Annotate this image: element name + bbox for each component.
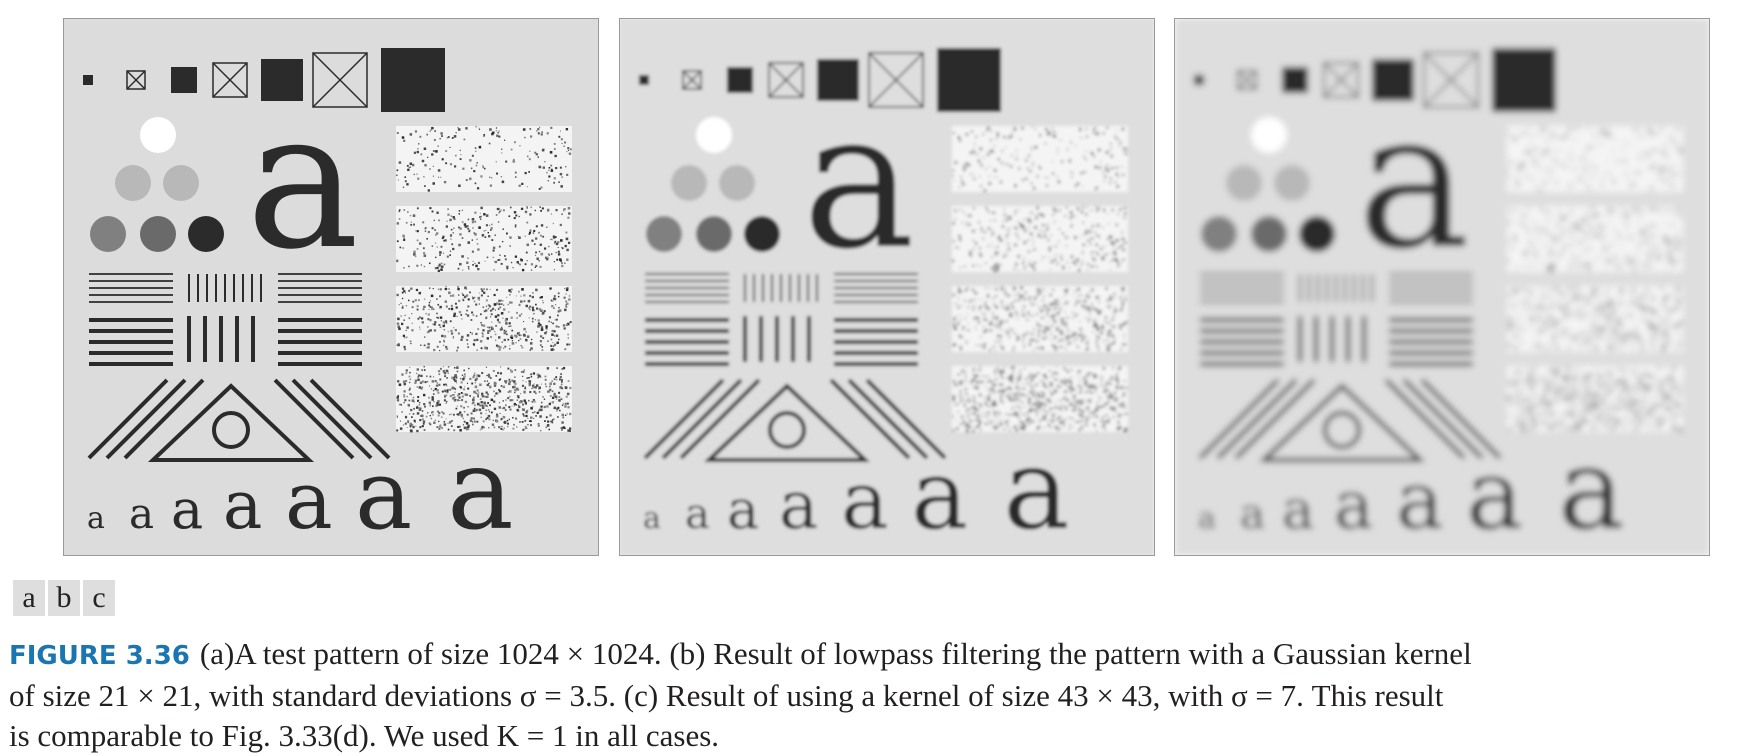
small-letter: a	[841, 454, 889, 547]
noise-rect	[1507, 206, 1683, 272]
black-circle	[1299, 216, 1335, 252]
solid-square	[727, 67, 753, 93]
mid-gray-circle	[90, 216, 126, 252]
figure-caption: FIGURE 3.36 (a)A test pattern of size 102…	[9, 634, 1754, 756]
light-gray-circle	[671, 165, 707, 201]
small-letter: a	[1003, 425, 1070, 555]
caption-line-1: FIGURE 3.36 (a)A test pattern of size 102…	[9, 634, 1754, 676]
small-letter: a	[685, 489, 710, 538]
solid-square	[1194, 75, 1204, 85]
small-letter: a	[1396, 454, 1444, 547]
subfigure-label-a: a	[13, 580, 45, 616]
caption-line-2: of size 21 × 21, with standard deviation…	[9, 676, 1754, 716]
small-letter: a	[1334, 467, 1373, 544]
small-letter: a	[1240, 489, 1265, 538]
figure-number: FIGURE 3.36	[9, 641, 190, 671]
small-letter: a	[355, 439, 412, 551]
small-letter: a	[171, 478, 203, 541]
caption-text-1: (a)A test pattern of size 1024 × 1024. (…	[200, 636, 1472, 671]
small-letter: a	[727, 478, 759, 541]
subfigure-label-b: b	[48, 580, 80, 616]
small-letter: a	[779, 467, 818, 544]
solid-square	[381, 48, 445, 112]
subfigure-labels: a b c	[13, 580, 115, 616]
noise-rect	[396, 206, 572, 272]
large-letter: a	[1357, 70, 1470, 291]
solid-square	[1492, 48, 1556, 112]
solid-square	[1282, 67, 1308, 93]
small-letter: a	[223, 467, 262, 544]
mid-gray-circle	[646, 216, 682, 252]
black-circle	[744, 216, 780, 252]
large-letter: a	[246, 70, 359, 291]
white-circle	[1251, 117, 1287, 153]
solid-square	[171, 67, 197, 93]
dark-gray-circle	[696, 216, 732, 252]
solid-square	[83, 75, 93, 85]
light-gray-circle	[163, 165, 199, 201]
small-letter: a	[447, 425, 514, 555]
small-letter: a	[87, 501, 105, 536]
solid-square	[639, 75, 649, 85]
small-letter: a	[1198, 501, 1216, 536]
subfigure-label-c: c	[83, 580, 115, 616]
caption-line-3: is comparable to Fig. 3.33(d). We used K…	[9, 716, 1754, 756]
large-letter: a	[802, 70, 915, 291]
small-letter: a	[1282, 478, 1314, 541]
white-circle	[696, 117, 732, 153]
light-gray-circle	[1226, 165, 1262, 201]
light-gray-circle	[115, 165, 151, 201]
small-letter: a	[1558, 425, 1625, 555]
small-letter: a	[1466, 439, 1523, 551]
white-circle	[140, 117, 176, 153]
solid-square	[937, 48, 1001, 112]
noise-rect	[952, 206, 1128, 272]
dark-gray-circle	[1251, 216, 1287, 252]
small-letter: a	[911, 439, 968, 551]
light-gray-circle	[719, 165, 755, 201]
mid-gray-circle	[1201, 216, 1237, 252]
black-circle	[188, 216, 224, 252]
light-gray-circle	[1274, 165, 1310, 201]
small-letter: a	[129, 489, 154, 538]
dark-gray-circle	[140, 216, 176, 252]
small-letter: a	[643, 501, 661, 536]
small-letter: a	[285, 454, 333, 547]
